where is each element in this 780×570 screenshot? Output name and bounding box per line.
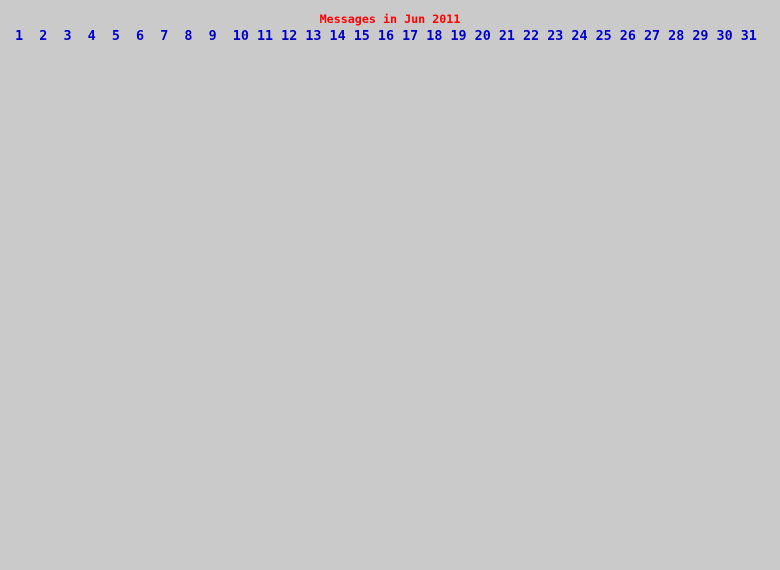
day-link-7[interactable]: 7: [160, 29, 169, 44]
day-link-10[interactable]: 10: [232, 29, 249, 44]
day-link-22[interactable]: 22: [523, 29, 540, 44]
day-link-17[interactable]: 17: [402, 29, 419, 44]
day-link-26[interactable]: 26: [619, 29, 636, 44]
day-link-19[interactable]: 19: [450, 29, 467, 44]
month-archive-page: Messages in Jun 2011 1 2 3 4 5 6 7 8 9 1…: [0, 0, 780, 44]
day-link-21[interactable]: 21: [498, 29, 515, 44]
day-link-8[interactable]: 8: [184, 29, 193, 44]
day-link-28[interactable]: 28: [668, 29, 685, 44]
day-link-29[interactable]: 29: [692, 29, 709, 44]
day-link-12[interactable]: 12: [281, 29, 298, 44]
day-link-23[interactable]: 23: [547, 29, 564, 44]
day-links-row: 1 2 3 4 5 6 7 8 9 10 11 12 13 14 15 16 1…: [0, 30, 780, 44]
day-link-30[interactable]: 30: [716, 29, 733, 44]
day-link-5[interactable]: 5: [111, 29, 120, 44]
day-link-1[interactable]: 1: [15, 29, 24, 44]
day-link-18[interactable]: 18: [426, 29, 443, 44]
day-link-27[interactable]: 27: [643, 29, 661, 44]
day-link-9[interactable]: 9: [208, 29, 217, 44]
page-title: Messages in Jun 2011: [319, 12, 461, 26]
day-link-14[interactable]: 14: [329, 29, 346, 44]
day-link-11[interactable]: 11: [256, 29, 274, 44]
day-link-3[interactable]: 3: [63, 29, 72, 44]
day-link-24[interactable]: 24: [571, 29, 588, 44]
day-link-15[interactable]: 15: [353, 29, 370, 44]
day-link-13[interactable]: 13: [305, 29, 322, 44]
day-link-20[interactable]: 20: [474, 29, 491, 44]
day-link-4[interactable]: 4: [87, 29, 96, 44]
day-link-16[interactable]: 16: [377, 29, 395, 44]
day-link-2[interactable]: 2: [39, 29, 48, 44]
day-link-6[interactable]: 6: [136, 29, 145, 44]
day-link-25[interactable]: 25: [595, 29, 612, 44]
day-link-31[interactable]: 31: [740, 29, 757, 44]
